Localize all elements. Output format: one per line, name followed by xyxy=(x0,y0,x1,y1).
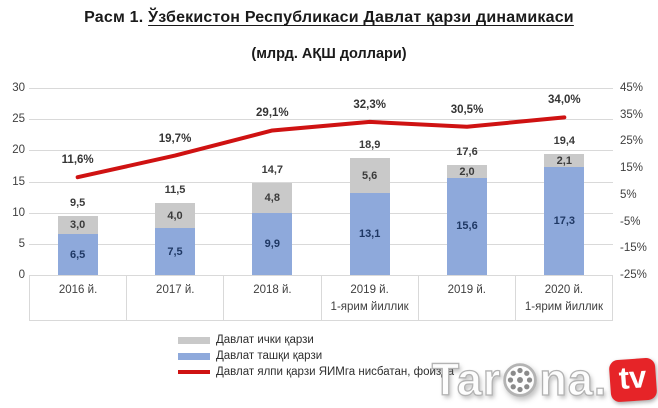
watermark-text: na xyxy=(539,354,594,405)
category-label-line: 1-ярим йиллик xyxy=(330,301,409,313)
internal-debt-value: 2,0 xyxy=(459,165,475,178)
legend-item-debt-to-gdp: Давлат ялпи қарзи ЯИМга нисбатан, фоизда xyxy=(178,364,454,380)
film-reel-icon xyxy=(503,362,538,397)
secondary-axis-tick: 45% xyxy=(620,82,644,94)
category-label: 2016 й. xyxy=(30,276,128,320)
debt-to-gdp-value: 30,5% xyxy=(450,103,484,116)
tv-badge: tv xyxy=(609,356,658,403)
legend-label: Давлат ташқи қарзи xyxy=(216,350,323,362)
debt-to-gdp-value: 19,7% xyxy=(158,132,192,145)
legend-item-external-debt: Давлат ташқи қарзи xyxy=(178,348,454,364)
chart-title-underlined: Ўзбекистон Республикаси Давлат қарзи дин… xyxy=(148,9,574,26)
category-label-line: 2019 й. xyxy=(447,284,486,296)
total-debt-value: 18,9 xyxy=(358,139,381,152)
debt-to-gdp-value: 29,1% xyxy=(256,107,289,120)
external-debt-bar xyxy=(544,167,585,275)
tarona-tv-watermark: Tar na . tv xyxy=(431,354,658,405)
category-label-line: 2017 й. xyxy=(156,284,195,296)
internal-debt-bar xyxy=(155,203,195,229)
secondary-axis-tick: 15% xyxy=(620,162,644,175)
primary-axis-tick: 5 xyxy=(18,237,25,250)
category-label: 2020 й. 1-ярим йиллик xyxy=(516,276,612,320)
external-debt-value: 6,5 xyxy=(70,248,86,261)
watermark-text: Tar xyxy=(431,354,502,405)
secondary-axis-tick: 5% xyxy=(620,188,637,201)
external-debt-value: 13,1 xyxy=(358,228,381,241)
total-debt-value: 14,7 xyxy=(261,164,284,177)
primary-axis-tick: 20 xyxy=(12,144,25,157)
primary-axis-tick: 25 xyxy=(12,113,25,126)
primary-axis-tick: 0 xyxy=(18,269,25,281)
watermark-separator: . xyxy=(593,354,608,405)
debt-to-gdp-value: 11,6% xyxy=(61,154,94,167)
secondary-axis-tick: 25% xyxy=(620,135,644,148)
secondary-axis-tick: -15% xyxy=(620,242,647,255)
gridline xyxy=(29,88,613,89)
category-label: 2019 й. 1-ярим йиллик xyxy=(322,276,419,320)
external-debt-bar xyxy=(349,193,390,275)
gridline xyxy=(29,150,613,152)
internal-debt-value: 2,1 xyxy=(556,154,572,167)
external-debt-bar xyxy=(155,228,195,275)
external-debt-bar xyxy=(252,213,293,275)
category-label-line: 2019 й. xyxy=(350,284,389,296)
internal-debt-value: 5,6 xyxy=(362,169,378,182)
secondary-axis-tick: -25% xyxy=(620,269,647,281)
internal-debt-swatch-icon xyxy=(178,336,210,344)
category-label: 2017 й. xyxy=(127,276,225,320)
category-label: 2019 й. xyxy=(419,276,516,320)
external-debt-value: 9,9 xyxy=(264,238,280,251)
primary-axis-tick: 15 xyxy=(12,175,25,188)
category-label-line: 2020 й. xyxy=(544,284,584,296)
debt-to-gdp-value: 34,0% xyxy=(548,94,581,107)
total-debt-value: 9,5 xyxy=(70,196,86,209)
external-debt-swatch-icon xyxy=(178,352,210,360)
internal-debt-value: 4,8 xyxy=(264,192,280,205)
total-debt-value: 17,6 xyxy=(456,146,478,159)
external-debt-bar xyxy=(57,234,98,275)
external-debt-value: 17,3 xyxy=(553,215,576,228)
external-debt-value: 7,5 xyxy=(167,245,183,258)
gridline xyxy=(29,181,613,183)
internal-debt-bar xyxy=(252,183,293,214)
external-debt-value: 15,6 xyxy=(456,220,478,233)
gridline xyxy=(29,243,613,245)
chart-title-prefix: Расм 1. xyxy=(84,9,149,26)
chart-legend: Давлат ички қарзи Давлат ташқи қарзи Дав… xyxy=(178,332,454,380)
legend-label: Давлат ички қарзи xyxy=(216,334,314,346)
category-axis: 2016 й. 2017 й. 2018 й. 2019 й. 1-ярим йилли… xyxy=(29,275,613,321)
internal-debt-value: 4,0 xyxy=(167,209,183,222)
category-label-line: 2018 й. xyxy=(253,284,292,296)
gridline xyxy=(29,212,613,214)
external-debt-bar xyxy=(447,177,487,275)
chart-title: Расм 1. Ўзбекистон Республикаси Давлат қ… xyxy=(0,9,658,27)
legend-label: Давлат ялпи қарзи ЯИМга нисбатан, фоизда xyxy=(216,366,455,378)
category-label-line: 2016 й. xyxy=(58,284,98,296)
total-debt-value: 11,5 xyxy=(164,184,186,197)
debt-to-gdp-value: 32,3% xyxy=(353,98,386,111)
gridline xyxy=(29,119,613,121)
primary-axis-tick: 30 xyxy=(12,82,25,94)
primary-axis-tick: 10 xyxy=(12,206,25,219)
secondary-axis-tick: 35% xyxy=(620,108,644,121)
total-debt-value: 19,4 xyxy=(553,135,576,148)
internal-debt-bar xyxy=(57,215,98,235)
chart-subtitle: (млрд. АҚШ доллари) xyxy=(251,46,407,62)
secondary-axis-tick: -5% xyxy=(620,215,641,228)
legend-item-internal-debt: Давлат ички қарзи xyxy=(178,332,454,348)
category-label-line: 1-ярим йиллик xyxy=(524,301,603,313)
debt-to-gdp-line-swatch-icon xyxy=(178,370,210,374)
internal-debt-value: 3,0 xyxy=(70,219,86,232)
category-label: 2018 й. xyxy=(224,276,322,320)
